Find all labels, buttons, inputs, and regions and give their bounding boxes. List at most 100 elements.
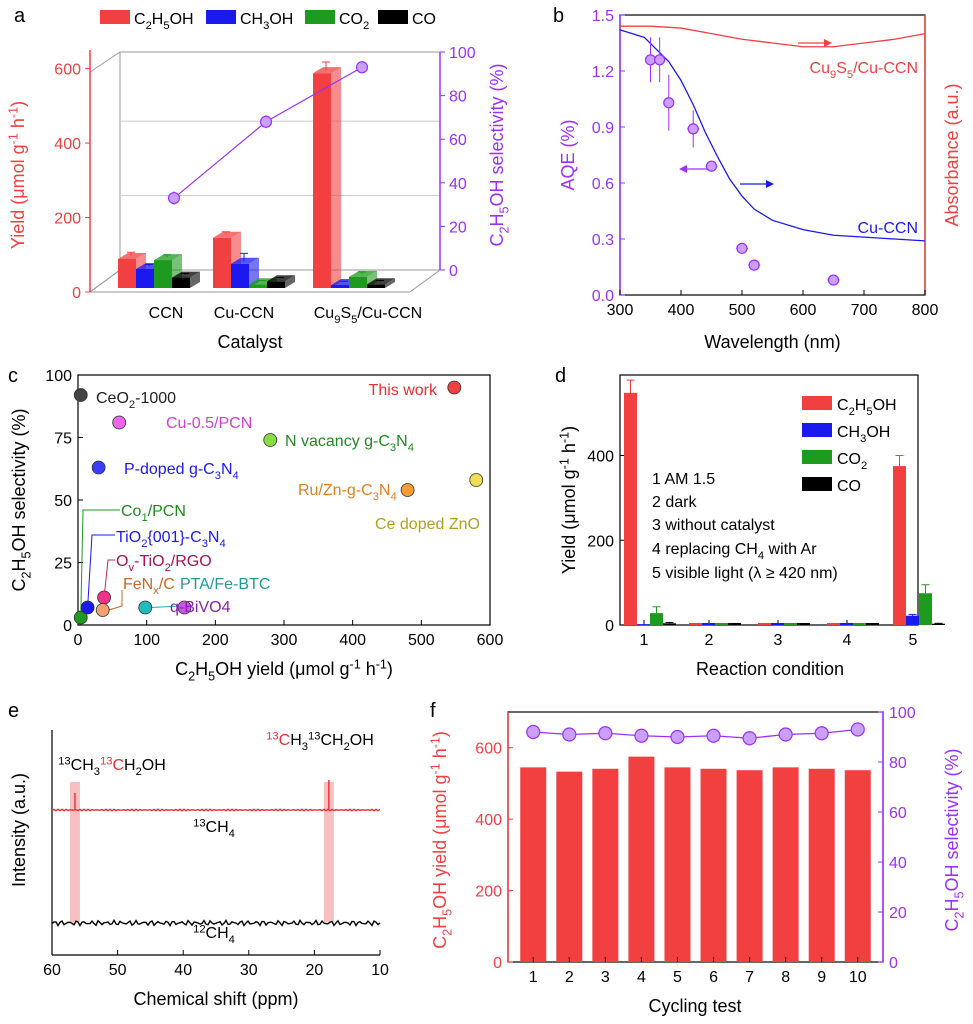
- f-xtick-label: 1: [529, 969, 538, 986]
- b-xtick-label: 300: [607, 302, 634, 319]
- d-condition: 4 replacing CH4 with Ar: [652, 541, 817, 562]
- b-curve-cu-ccn: [619, 29, 926, 242]
- f-bar: [736, 770, 763, 962]
- a-bar-top: [154, 254, 182, 261]
- a-ytick-label: 0: [72, 285, 81, 302]
- panel-label-a: a: [14, 5, 26, 27]
- c-leader-line: [151, 605, 181, 608]
- c-label: Ce doped ZnO: [375, 516, 480, 533]
- c-label: TiO2{001}-C3N4: [116, 529, 226, 550]
- c-label: Co1/PCN: [121, 503, 186, 524]
- d-condition: 1 AM 1.5: [652, 471, 715, 488]
- a-back-wall: [119, 51, 441, 271]
- b-point: [644, 54, 657, 66]
- c-xtick-label: 300: [271, 632, 298, 649]
- f-ytick-label: 600: [475, 741, 502, 758]
- b-ytick-label: 0.9: [592, 120, 614, 137]
- b-arrow-head: [824, 39, 832, 47]
- e-xtick-label: 50: [109, 962, 127, 979]
- d-legend-label: C2H5OH: [837, 397, 897, 418]
- e-label-12ch4: 12CH4: [193, 923, 235, 945]
- b-ytick-label: 1.5: [592, 8, 614, 25]
- d-legend-swatch: [802, 396, 832, 410]
- f-selectivity-point: [670, 729, 685, 745]
- a-legend-swatch: [378, 10, 408, 24]
- c-ytick-label: 50: [54, 493, 72, 510]
- e-label-carbon1: 13CH313CH2OH: [266, 730, 374, 752]
- a-bar-side: [331, 67, 341, 288]
- a-y2tick-label: 20: [449, 219, 467, 236]
- b-xtick-label: 600: [790, 302, 817, 319]
- d-ytick-label: 400: [587, 449, 614, 466]
- a-category-label: Cu-CCN: [214, 305, 274, 322]
- c-label: FeNx/C: [123, 576, 175, 597]
- c-leader-line: [103, 559, 115, 598]
- b-point: [748, 259, 760, 271]
- d-xtick-label: 1: [640, 632, 649, 649]
- d-legend-swatch: [802, 423, 832, 437]
- panel-label-d: d: [555, 365, 566, 387]
- b-frame: [619, 14, 926, 296]
- a-bar-co: [172, 277, 190, 288]
- d-xlabel: Reaction condition: [696, 659, 844, 679]
- f-bar: [520, 767, 547, 962]
- d-bar-co2: [853, 623, 866, 625]
- f-xlabel: Cycling test: [648, 996, 741, 1016]
- d-legend-label: CO2: [837, 451, 867, 472]
- f-xtick-label: 6: [709, 969, 718, 986]
- c-label: N vacancy g-C3N4: [285, 433, 414, 454]
- c-ylabel: C2H5OH selectivity (%): [9, 408, 33, 591]
- panel-label-f: f: [430, 700, 436, 722]
- c-point: [177, 600, 192, 615]
- b-xtick-label: 400: [668, 302, 695, 319]
- panel-label-e: e: [8, 700, 19, 722]
- c-point: [73, 388, 88, 402]
- a-bar-co: [267, 281, 285, 288]
- d-condition: 3 without catalyst: [652, 517, 775, 534]
- a-y2tick-label: 80: [449, 89, 467, 106]
- c-point: [263, 433, 278, 447]
- f-bar: [628, 756, 655, 962]
- f-selectivity-point: [778, 727, 793, 742]
- a-bar-top: [367, 278, 395, 285]
- e-label-13ch4: 13CH4: [193, 817, 235, 839]
- f-selectivity-point: [706, 728, 721, 743]
- e-peak-highlight: [323, 782, 334, 922]
- c-point: [138, 600, 153, 615]
- e-xlabel: Chemical shift (ppm): [133, 989, 298, 1009]
- d-bar-c2h5oh: [893, 466, 906, 625]
- a-bar-top: [313, 67, 341, 74]
- e-label-carbon2: 13CH313CH2OH: [58, 755, 166, 777]
- f-selectivity-point: [742, 731, 757, 746]
- f-bar: [664, 767, 691, 962]
- a-legend-swatch: [305, 10, 335, 24]
- f-xtick-label: 5: [673, 969, 682, 986]
- a-ylabel2: C2H5OH selectivity (%): [487, 63, 511, 246]
- a-bar-top: [349, 270, 377, 277]
- e-peak-highlight: [69, 782, 80, 922]
- d-bar-co2: [650, 613, 663, 625]
- f-ytick-label: 200: [475, 884, 502, 901]
- d-bar-co2: [715, 623, 728, 625]
- f-xtick-label: 7: [745, 969, 754, 986]
- a-bar-co2: [249, 284, 267, 288]
- a-legend-swatch: [206, 10, 236, 24]
- f-y2tick-label: 40: [889, 855, 907, 872]
- a-bar-c2h5oh: [213, 237, 231, 288]
- e-xtick-label: 20: [306, 962, 324, 979]
- c-point: [447, 380, 462, 395]
- f-y2tick-label: 20: [889, 905, 907, 922]
- f-xtick-label: 9: [817, 969, 826, 986]
- b-xtick-label: 700: [851, 302, 878, 319]
- a-bar-co2: [154, 260, 172, 288]
- d-bar-c2h5oh: [624, 392, 637, 625]
- d-condition: 5 visible light (λ ≥ 420 nm): [652, 565, 838, 582]
- c-leader-line: [87, 534, 115, 608]
- b-xtick-label: 500: [729, 302, 756, 319]
- f-selectivity-point: [598, 726, 613, 741]
- c-xtick-label: 0: [74, 632, 83, 649]
- b-ylabel: AQE (%): [558, 119, 578, 190]
- c-leader-line: [80, 509, 120, 618]
- f-xtick-label: 10: [849, 969, 867, 986]
- d-legend-label: CH3OH: [837, 424, 890, 445]
